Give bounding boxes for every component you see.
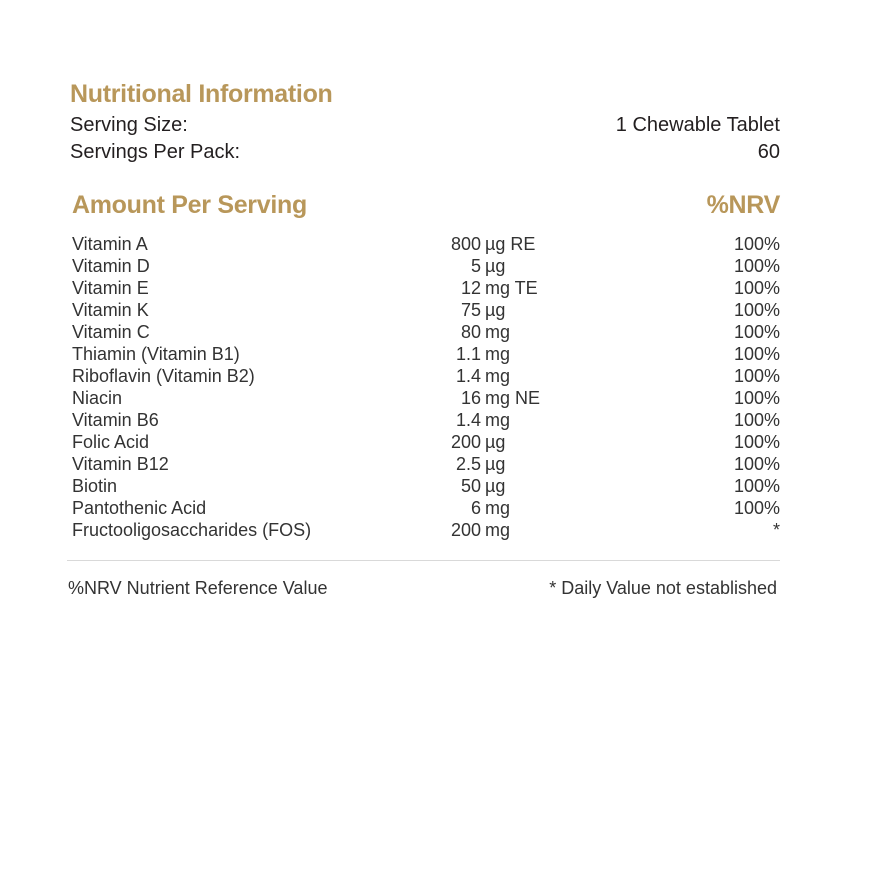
nutrient-name: Niacin <box>72 388 123 408</box>
table-row: Vitamin B6 1.4 mg 100% <box>72 409 780 431</box>
table-row: Pantothenic Acid 6 mg 100% <box>72 497 780 519</box>
nutrient-name: Riboflavin (Vitamin B2) <box>72 366 255 386</box>
nutrient-name: Pantothenic Acid <box>72 498 207 518</box>
amount-unit: mg <box>485 366 511 386</box>
nrv-value: 100% <box>733 454 780 474</box>
amount-value: 75 <box>460 300 481 320</box>
amount-value: 800 <box>450 234 481 254</box>
nutrient-name: Vitamin C <box>72 322 150 342</box>
amount-value: 2.5 <box>455 454 481 474</box>
section-header: Amount Per Serving %NRV <box>72 191 780 220</box>
nrv-value: 100% <box>733 388 780 408</box>
divider <box>67 560 780 561</box>
amount-unit: mg TE <box>485 278 538 298</box>
nutrient-name: Biotin <box>72 476 118 496</box>
table-row: Vitamin B12 2.5 µg 100% <box>72 453 780 475</box>
table-row: Thiamin (Vitamin B1) 1.1 mg 100% <box>72 343 780 365</box>
amount-value: 1.4 <box>455 366 481 386</box>
nrv-value: 100% <box>733 410 780 430</box>
nrv-value: 100% <box>733 344 780 364</box>
amount-value: 6 <box>470 498 481 518</box>
nrv-value: 100% <box>733 300 780 320</box>
amount-value: 200 <box>450 520 481 540</box>
amount-value: 50 <box>460 476 481 496</box>
servings-per-pack-row: Servings Per Pack: 60 <box>70 141 780 164</box>
footnote-daily-value: * Daily Value not established <box>549 578 777 598</box>
nutrient-name: Thiamin (Vitamin B1) <box>72 344 240 364</box>
amount-unit: mg <box>485 498 511 518</box>
nutrient-name: Vitamin B12 <box>72 454 169 474</box>
nutrient-name: Vitamin K <box>72 300 149 320</box>
amount-per-serving-heading: Amount Per Serving <box>72 191 307 219</box>
amount-value: 16 <box>460 388 481 408</box>
nutrient-name: Folic Acid <box>72 432 150 452</box>
serving-size-value: 1 Chewable Tablet <box>615 114 780 136</box>
amount-value: 5 <box>470 256 481 276</box>
amount-unit: mg <box>485 520 511 540</box>
nrv-value: 100% <box>733 432 780 452</box>
table-row: Fructooligosaccharides (FOS) 200 mg * <box>72 519 780 541</box>
nutrient-name: Vitamin D <box>72 256 150 276</box>
nrv-value: 100% <box>733 256 780 276</box>
amount-unit: mg <box>485 344 511 364</box>
table-row: Vitamin C 80 mg 100% <box>72 321 780 343</box>
nrv-value: 100% <box>733 322 780 342</box>
table-row: Folic Acid 200 µg 100% <box>72 431 780 453</box>
servings-per-pack-value: 60 <box>757 141 780 163</box>
nrv-value: 100% <box>733 366 780 386</box>
nutrient-name: Vitamin A <box>72 234 148 254</box>
table-row: Vitamin D 5 µg 100% <box>72 255 780 277</box>
table-row: Biotin 50 µg 100% <box>72 475 780 497</box>
nutrient-name: Vitamin E <box>72 278 149 298</box>
table-row: Vitamin K 75 µg 100% <box>72 299 780 321</box>
amount-unit: µg <box>485 256 506 276</box>
footnote-nrv: %NRV Nutrient Reference Value <box>68 578 328 598</box>
amount-unit: mg <box>485 410 511 430</box>
amount-value: 1.4 <box>455 410 481 430</box>
amount-unit: mg <box>485 322 511 342</box>
amount-unit: µg <box>485 476 506 496</box>
page-title: Nutritional Information <box>70 80 333 108</box>
table-row: Vitamin A 800 µg RE 100% <box>72 233 780 255</box>
servings-per-pack-label: Servings Per Pack: <box>70 141 241 163</box>
nrv-heading: %NRV <box>706 191 781 219</box>
serving-size-row: Serving Size: 1 Chewable Tablet <box>70 114 780 137</box>
nrv-value: 100% <box>733 278 780 298</box>
nutrient-name: Vitamin B6 <box>72 410 159 430</box>
amount-value: 80 <box>460 322 481 342</box>
nrv-value: 100% <box>733 498 780 518</box>
table-row: Riboflavin (Vitamin B2) 1.4 mg 100% <box>72 365 780 387</box>
amount-unit: µg <box>485 300 506 320</box>
amount-value: 1.1 <box>455 344 481 364</box>
nrv-value: * <box>772 520 780 540</box>
nutrient-name: Fructooligosaccharides (FOS) <box>72 520 312 540</box>
amount-value: 200 <box>450 432 481 452</box>
nrv-value: 100% <box>733 476 780 496</box>
nrv-value: 100% <box>733 234 780 254</box>
nutrient-table: Vitamin A 800 µg RE 100% Vitamin D 5 µg 100% Vit… <box>72 233 780 541</box>
serving-size-label: Serving Size: <box>70 114 188 136</box>
amount-unit: mg NE <box>485 388 541 408</box>
amount-unit: µg <box>485 432 506 452</box>
table-row: Vitamin E 12 mg TE 100% <box>72 277 780 299</box>
amount-unit: µg <box>485 454 506 474</box>
table-row: Niacin 16 mg NE 100% <box>72 387 780 409</box>
amount-unit: µg RE <box>485 234 536 254</box>
amount-value: 12 <box>460 278 481 298</box>
